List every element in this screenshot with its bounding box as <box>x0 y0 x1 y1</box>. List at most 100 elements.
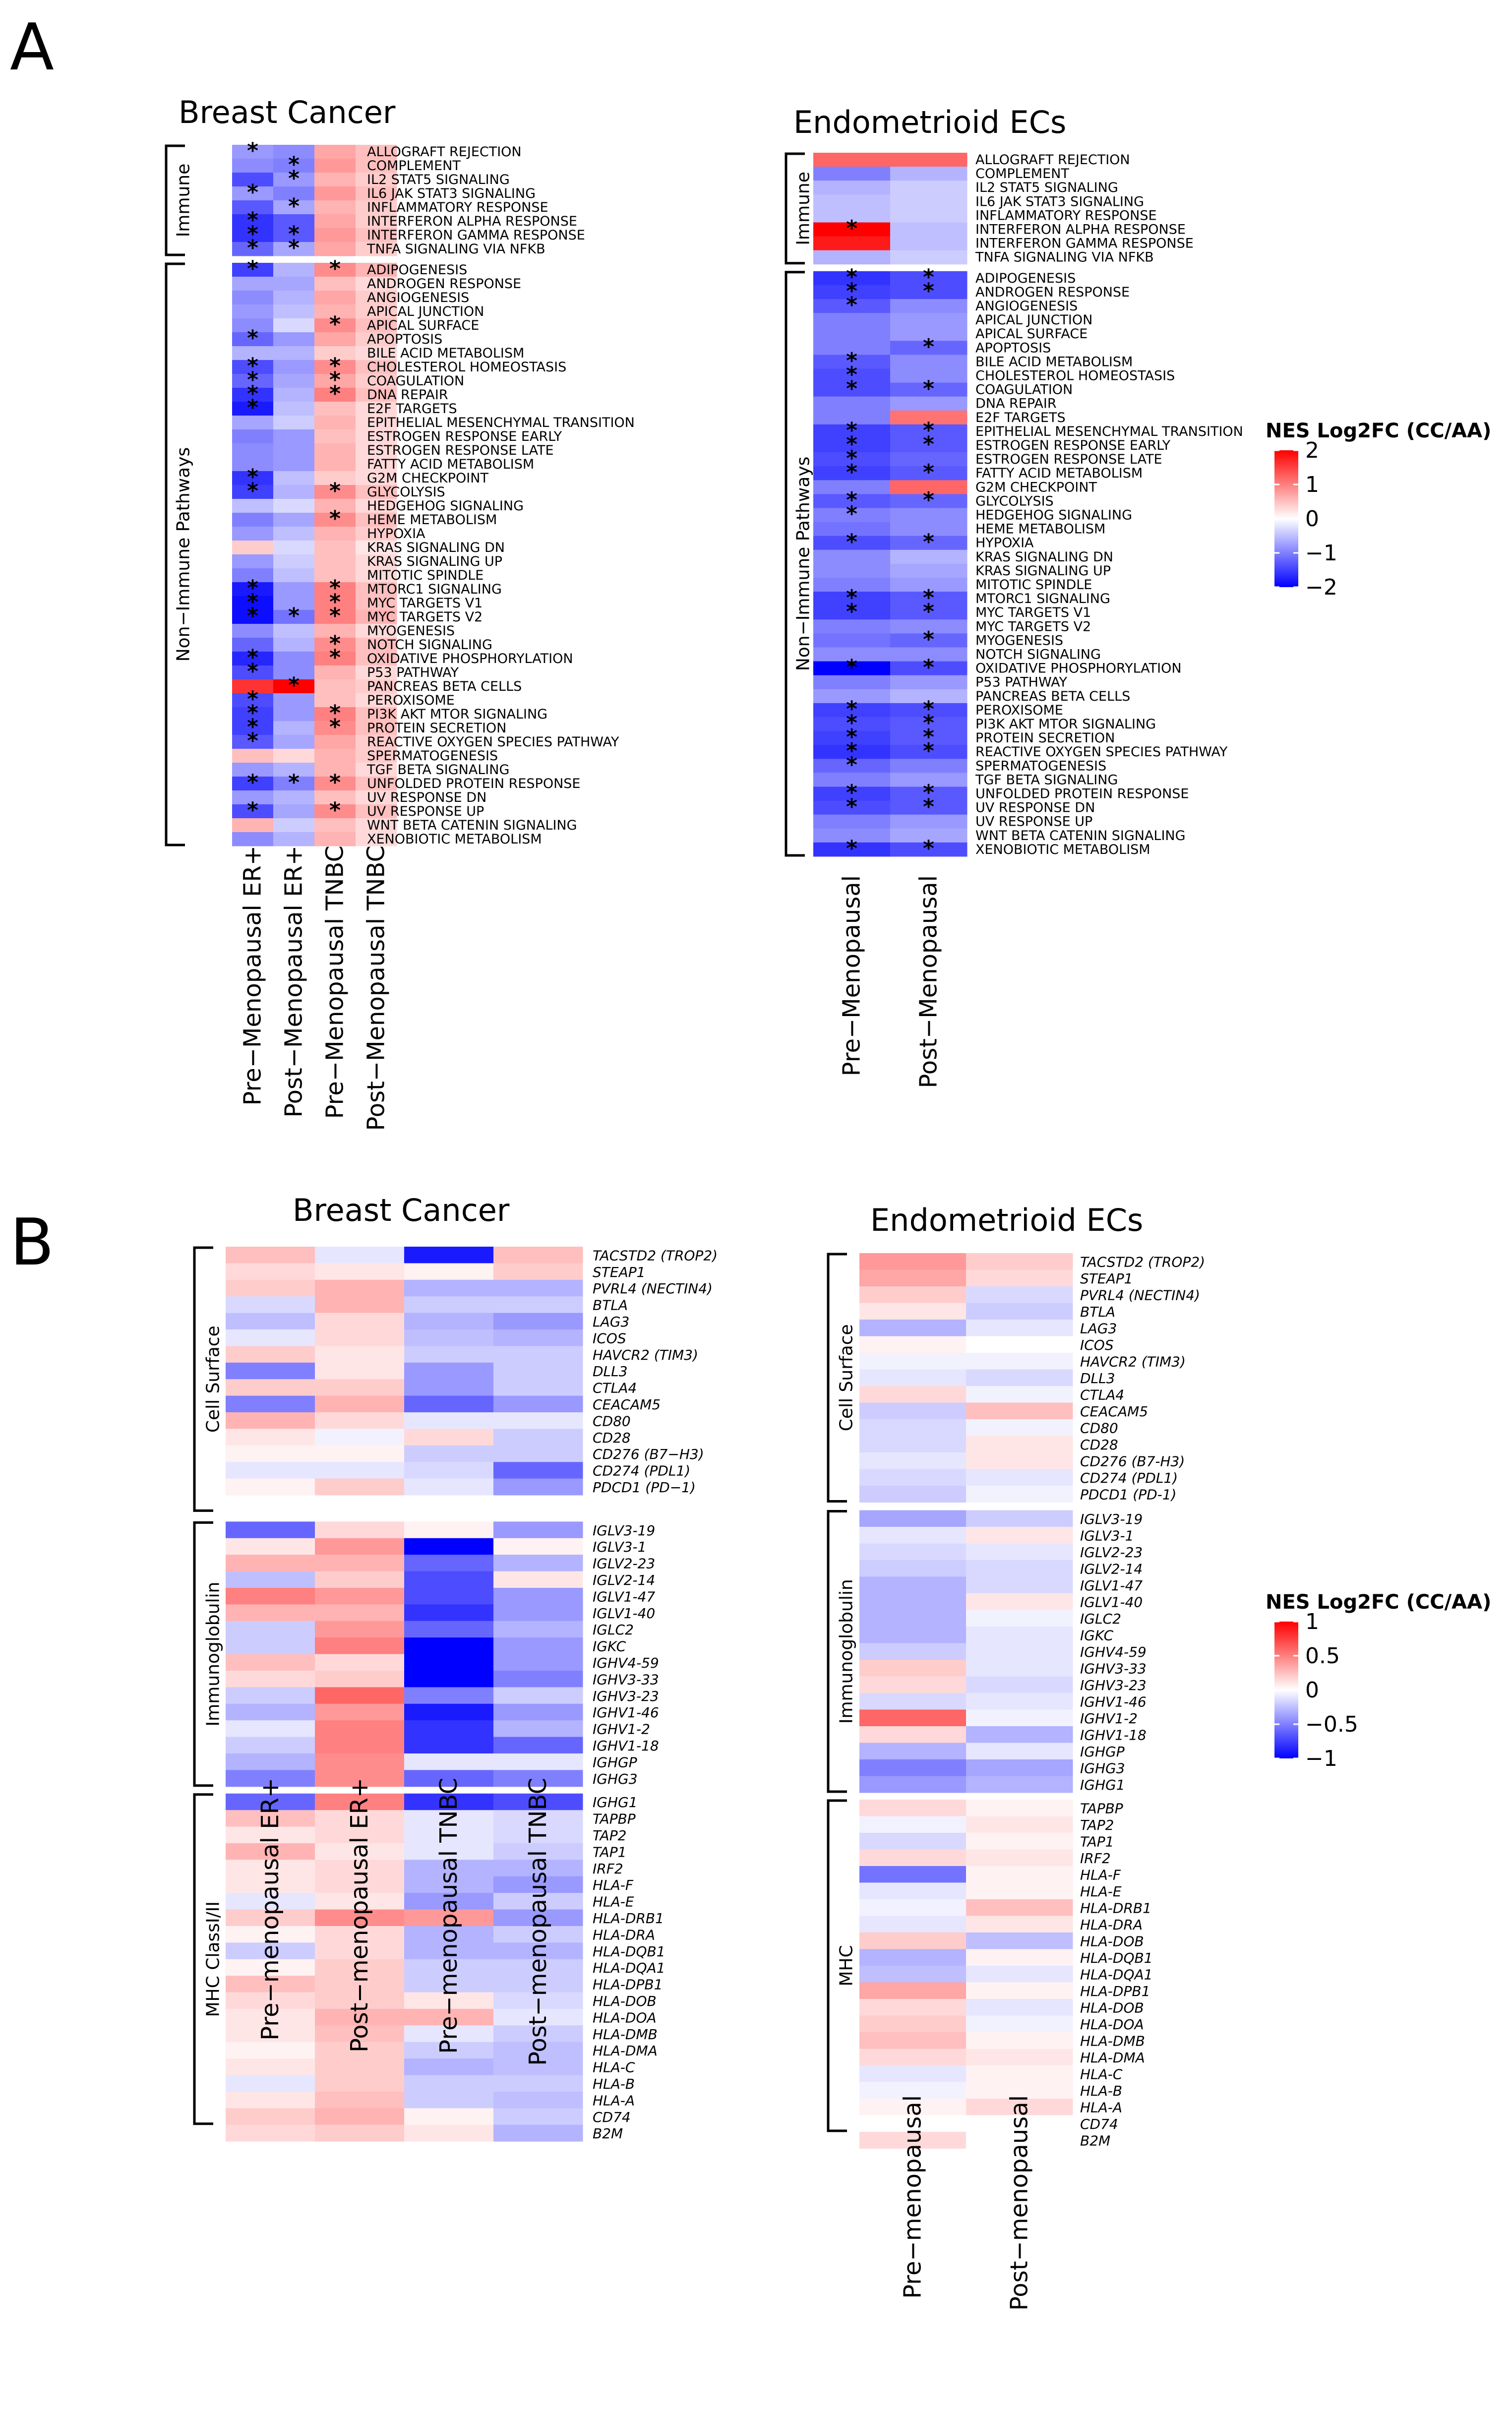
heatmap-cell-bile-acid-metabolism-3 <box>356 346 397 361</box>
row-label: UV RESPONSE UP <box>975 814 1092 830</box>
row-label: CD276 (B7−H3) <box>593 1446 704 1462</box>
row-label: PEROXISOME <box>975 703 1063 718</box>
significance-star: * <box>247 728 258 754</box>
heatmap-cell-myc-targets-v1-1 <box>273 596 315 610</box>
heatmap-cell-igkc-0 <box>226 1637 315 1655</box>
heatmap-cell-interferon-alpha-response-0 <box>813 222 891 237</box>
heatmap-cell-protein-secretion-1 <box>890 731 968 745</box>
row-label: HLA-C <box>593 2059 635 2076</box>
row-label: PANCREAS BETA CELLS <box>367 679 522 694</box>
heatmap-cell-ighv1-18-0 <box>226 1737 315 1754</box>
heatmap-cell-cd28-1 <box>315 1429 405 1446</box>
heatmap-cell-wnt-beta-catenin-signaling-3 <box>356 818 397 833</box>
heatmap-cell-protein-secretion-1 <box>273 721 315 735</box>
heatmap-cell-cd74-0 <box>226 2108 315 2125</box>
row-label: HLA-B <box>1080 2083 1122 2099</box>
heatmap-cell-heme-metabolism-0 <box>232 513 274 527</box>
heatmap-cell-dna-repair-1 <box>273 388 315 402</box>
significance-star: * <box>247 354 258 379</box>
group-bracket <box>193 1246 213 1512</box>
heatmap-cell-irf2-2 <box>404 1860 494 1877</box>
row-label: INTERFERON ALPHA RESPONSE <box>975 222 1186 238</box>
heatmap-cell-ighv1-46-0 <box>859 1693 967 1710</box>
heatmap-cell-protein-secretion-0 <box>232 721 274 735</box>
heatmap-cell-steap1-1 <box>315 1263 405 1280</box>
heatmap-cell-iglv3-1-1 <box>315 1538 405 1555</box>
row-label: TAP1 <box>593 1844 626 1860</box>
heatmap-cell-ighg1-0 <box>859 1776 967 1793</box>
heatmap-cell-hypoxia-1 <box>890 536 968 550</box>
heatmap-cell-il2-stat5-signaling-1 <box>890 181 968 195</box>
row-label: ANGIOGENESIS <box>367 290 469 305</box>
heatmap-cell-apoptosis-1 <box>890 341 968 355</box>
heatmap-cell-apical-surface-1 <box>273 318 315 333</box>
row-label: HLA-DQB1 <box>593 1943 665 1960</box>
heatmap-cell-icos-1 <box>315 1329 405 1346</box>
significance-star: * <box>247 603 258 629</box>
legend-tick-label: 0 <box>1305 506 1319 532</box>
row-label: MYC TARGETS V1 <box>367 596 483 611</box>
row-label: IGHV1-18 <box>593 1738 659 1754</box>
row-label: OXIDATIVE PHOSPHORYLATION <box>975 661 1182 676</box>
heatmap-cell-reactive-oxygen-species-pathway-2 <box>314 735 356 749</box>
significance-star: * <box>923 376 934 401</box>
heatmap-cell-cd276-b7-h3-0 <box>859 1452 967 1469</box>
heatmap-cell-il6-jak-stat3-signaling-3 <box>356 186 397 201</box>
row-label: COMPLEMENT <box>975 166 1069 181</box>
heatmap-cell-hla-a-3 <box>493 2092 583 2109</box>
heatmap-cell-ceacam5-2 <box>404 1395 494 1413</box>
row-label: ALLOGRAFT REJECTION <box>367 144 522 160</box>
significance-star: * <box>846 794 857 819</box>
heatmap-cell-ighv4-59-0 <box>859 1643 967 1660</box>
row-label: TAP2 <box>1080 1817 1114 1833</box>
heatmap-cell-ighg3-0 <box>859 1759 967 1776</box>
heatmap-cell-coagulation-2 <box>314 374 356 388</box>
heatmap-cell-dll3-2 <box>404 1362 494 1380</box>
heatmap-cell-ighv1-18-0 <box>859 1726 967 1743</box>
heatmap-cell-adipogenesis-1 <box>273 263 315 277</box>
row-label: TAPBP <box>1080 1800 1123 1816</box>
row-label: IGHG1 <box>1080 1777 1125 1793</box>
heatmap-cell-cd276-b7-h3-1 <box>315 1445 405 1462</box>
heatmap-cell-kras-signaling-dn-3 <box>356 541 397 555</box>
heatmap-cell-epithelial-mesenchymal-transition-0 <box>813 424 891 439</box>
heatmap-cell-fatty-acid-metabolism-1 <box>273 457 315 472</box>
heatmap-cell-pancreas-beta-cells-0 <box>232 679 274 694</box>
row-label: IGLV1-47 <box>593 1588 655 1605</box>
row-label: E2F TARGETS <box>367 401 457 417</box>
significance-star: * <box>846 376 857 401</box>
heatmap-cell-kras-signaling-up-1 <box>890 563 968 578</box>
group-bracket <box>193 1521 213 1787</box>
row-label: P53 PATHWAY <box>975 675 1068 690</box>
row-label: COAGULATION <box>975 382 1073 398</box>
heatmap-cell-hla-c-2 <box>404 2058 494 2076</box>
heatmap-cell-cd74-0 <box>859 2115 967 2132</box>
row-label: MITOTIC SPINDLE <box>367 568 484 583</box>
heatmap-cell-tnfa-signaling-via-nfkb-0 <box>232 242 274 256</box>
heatmap-cell-tacstd2-trop2-2 <box>404 1247 494 1264</box>
heatmap-cell-hla-e-1 <box>315 1893 405 1910</box>
row-label: XENOBIOTIC METABOLISM <box>975 842 1150 857</box>
heatmap-cell-apical-surface-3 <box>356 318 397 333</box>
significance-star: * <box>247 687 258 712</box>
heatmap-cell-hla-dma-1 <box>966 2049 1073 2066</box>
column-label-1: Post−Menopausal ER+ <box>280 845 308 1118</box>
legend-tick-label: −0.5 <box>1305 1712 1358 1737</box>
heatmap-cell-btla-0 <box>859 1303 967 1320</box>
row-label: PDCD1 (PD−1) <box>593 1479 696 1496</box>
row-label: WNT BETA CATENIN SIGNALING <box>975 828 1186 844</box>
heatmap-cell-hla-c-0 <box>859 2065 967 2082</box>
heatmap-cell-peroxisome-2 <box>314 693 356 708</box>
heatmap-cell-tacstd2-trop2-0 <box>859 1253 967 1270</box>
heatmap-cell-cd28-3 <box>493 1429 583 1446</box>
heatmap-cell-myc-targets-v2-0 <box>813 619 891 634</box>
heatmap-cell-cd80-1 <box>966 1419 1073 1436</box>
significance-star: * <box>923 264 934 290</box>
row-label: CD28 <box>593 1430 631 1446</box>
heatmap-cell-peroxisome-3 <box>356 693 397 708</box>
heatmap-cell-il2-stat5-signaling-0 <box>232 173 274 187</box>
significance-star: * <box>329 770 341 795</box>
heatmap-cell-mtorc1-signaling-1 <box>890 592 968 606</box>
heatmap-cell-tap1-0 <box>859 1833 967 1850</box>
heatmap-cell-b2m-2 <box>404 2124 494 2142</box>
